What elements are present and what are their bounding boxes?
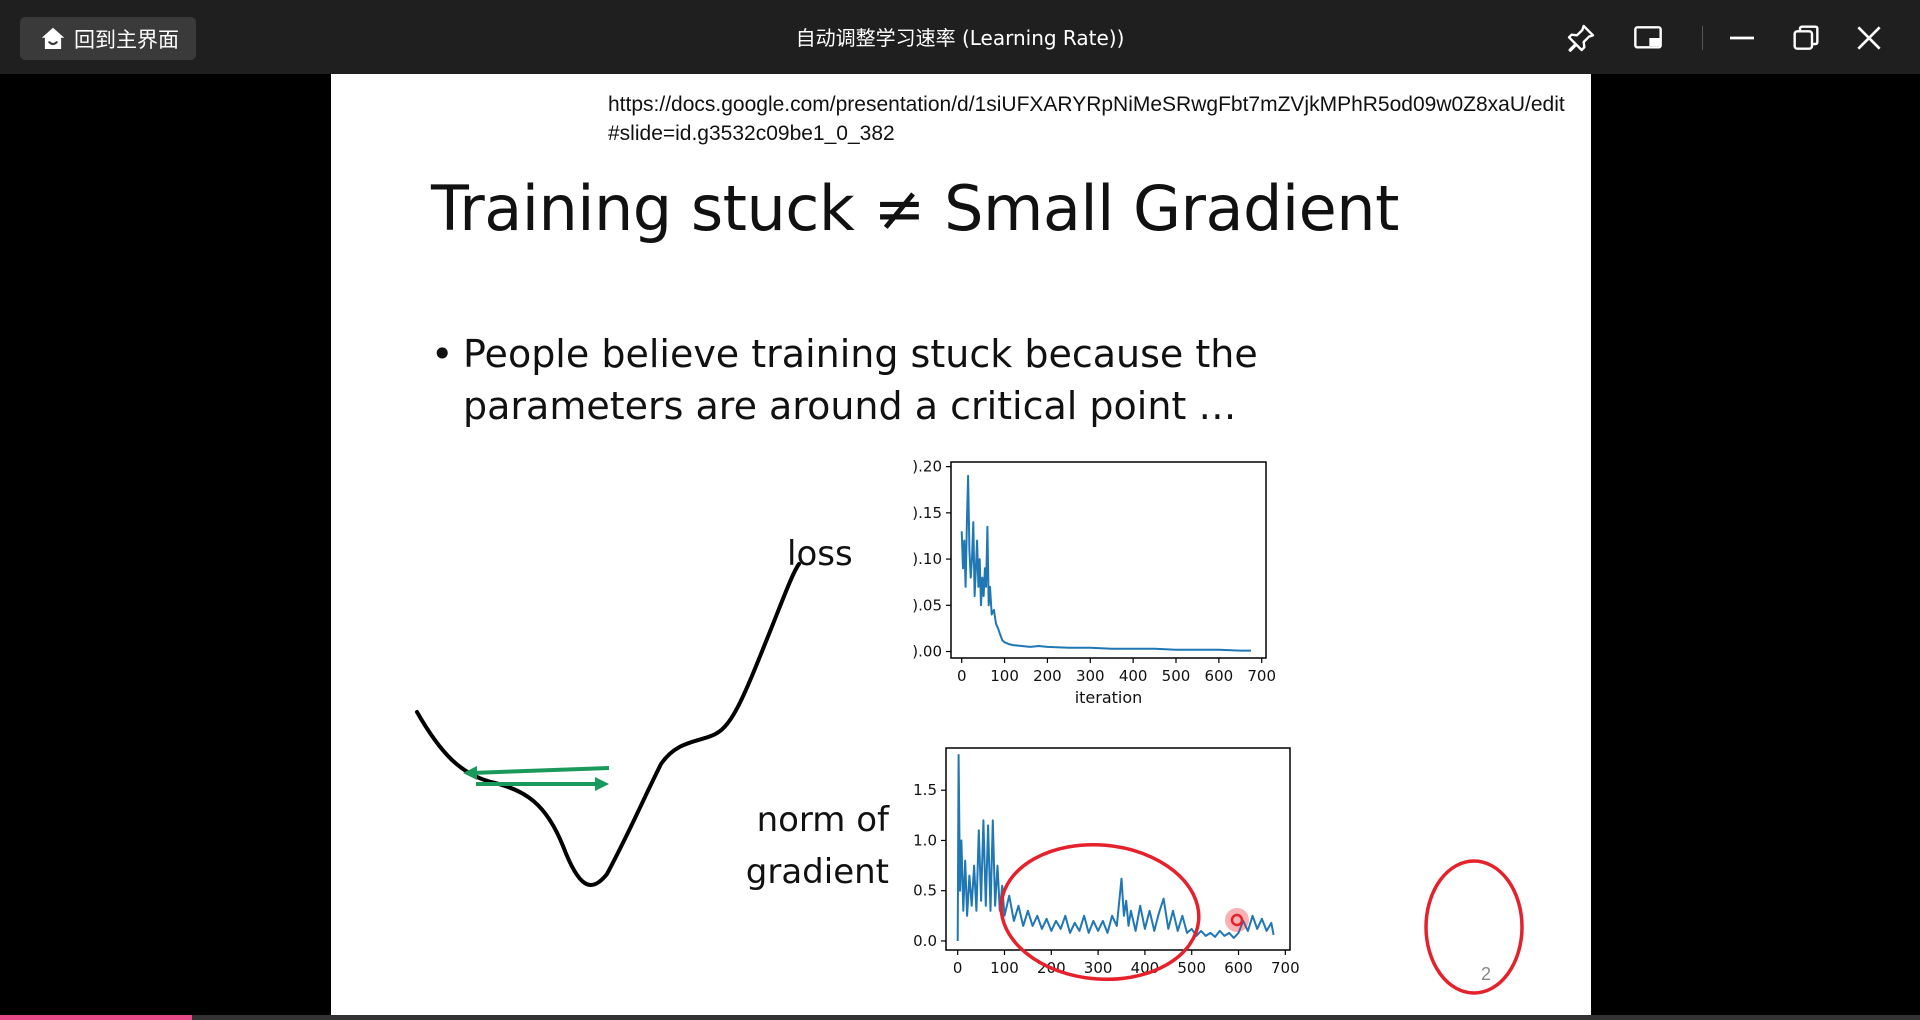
title-bar: 回到主界面 自动调整学习速率 (Learning Rate)) <box>0 0 1920 74</box>
gradient-y-tick-label: 1.5 <box>913 781 937 799</box>
loss-frame <box>950 461 1267 659</box>
bullet-text: People believe training stuck because th… <box>463 332 1258 428</box>
loss-y-tick-label: ).20 <box>912 458 942 476</box>
loss-chart: 0 100 200 300 400 500 600 700 ).00 ).05 ).10 ).15).… <box>912 458 1276 707</box>
loss-y-tick-label: ).05 <box>912 596 942 614</box>
slide-url: https://docs.google.com/presentation/d/1… <box>608 93 1565 145</box>
loss-y-tick-label: ).00 <box>912 643 942 661</box>
gradient-y-tick-label: 0.0 <box>913 932 937 950</box>
minimize-icon <box>1730 36 1754 40</box>
loss-x-axis-label: iteration <box>1075 688 1143 707</box>
loss-series-line <box>960 474 1251 652</box>
restore-icon <box>1793 25 1819 50</box>
gradient-norm-chart: 0 100 200 300 400 500 600 700 0.0 0.5 1.0 1.5 <box>913 747 1300 977</box>
control-separator <box>1702 26 1703 50</box>
gradient-y-tick-label: 1.0 <box>913 831 937 849</box>
home-icon <box>41 27 65 49</box>
video-progress-track[interactable] <box>0 1015 1920 1020</box>
loss-x-tick-label: 400 <box>1119 667 1148 685</box>
gradient-norm-label-line2: gradient <box>745 852 889 892</box>
picture-in-picture-icon <box>1634 26 1662 49</box>
bullet-dot: • <box>431 332 454 376</box>
loss-x-tick-label: 500 <box>1162 667 1191 685</box>
home-button[interactable]: 回到主界面 <box>20 17 196 60</box>
page-number: 2 <box>1481 964 1492 984</box>
gradient-x-tick-label: 600 <box>1224 959 1253 977</box>
window-title: 自动调整学习速率 (Learning Rate)) <box>795 26 1125 50</box>
gradient-norm-label-line1: norm of <box>756 800 889 840</box>
slide: https://docs.google.com/presentation/d/1… <box>331 74 1591 1020</box>
loss-y-tick-label: ).10 <box>912 550 942 568</box>
slide-title: Training stuck ≠ Small Gradient <box>431 172 1399 245</box>
gradient-x-tick-label: 0 <box>953 959 963 977</box>
loss-x-tick-label: 100 <box>990 667 1019 685</box>
picture-in-picture-button[interactable] <box>1628 18 1668 58</box>
gradient-x-tick-label: 700 <box>1271 959 1300 977</box>
loss-x-tick-label: 0 <box>957 667 967 685</box>
video-progress-bar[interactable] <box>0 1015 192 1020</box>
loss-label: loss <box>787 534 853 574</box>
loss-x-tick-label: 200 <box>1033 667 1062 685</box>
home-button-label: 回到主界面 <box>74 27 179 52</box>
maximize-button[interactable] <box>1786 18 1826 58</box>
minimize-button[interactable] <box>1722 18 1762 58</box>
close-icon <box>1857 26 1881 50</box>
loss-x-tick-label: 700 <box>1247 667 1276 685</box>
gradient-x-tick-label: 200 <box>1037 959 1066 977</box>
oscillation-arrows <box>463 766 610 791</box>
loss-x-tick-label: 300 <box>1076 667 1105 685</box>
close-button[interactable] <box>1849 18 1889 58</box>
loss-y-tick-label: ).15 <box>912 504 942 522</box>
gradient-y-tick-label: 0.5 <box>913 882 937 900</box>
pin-button[interactable] <box>1561 18 1601 58</box>
pin-icon <box>1567 24 1595 52</box>
gradient-x-tick-label: 400 <box>1131 959 1160 977</box>
gradient-x-tick-label: 100 <box>990 959 1019 977</box>
error-surface-illustration <box>415 562 801 887</box>
gradient-norm-label: norm of gradient <box>709 794 889 898</box>
gradient-x-tick-label: 500 <box>1177 959 1206 977</box>
gradient-series-line <box>956 754 1275 942</box>
gradient-x-tick-label: 300 <box>1084 959 1113 977</box>
loss-x-tick-label: 600 <box>1205 667 1234 685</box>
